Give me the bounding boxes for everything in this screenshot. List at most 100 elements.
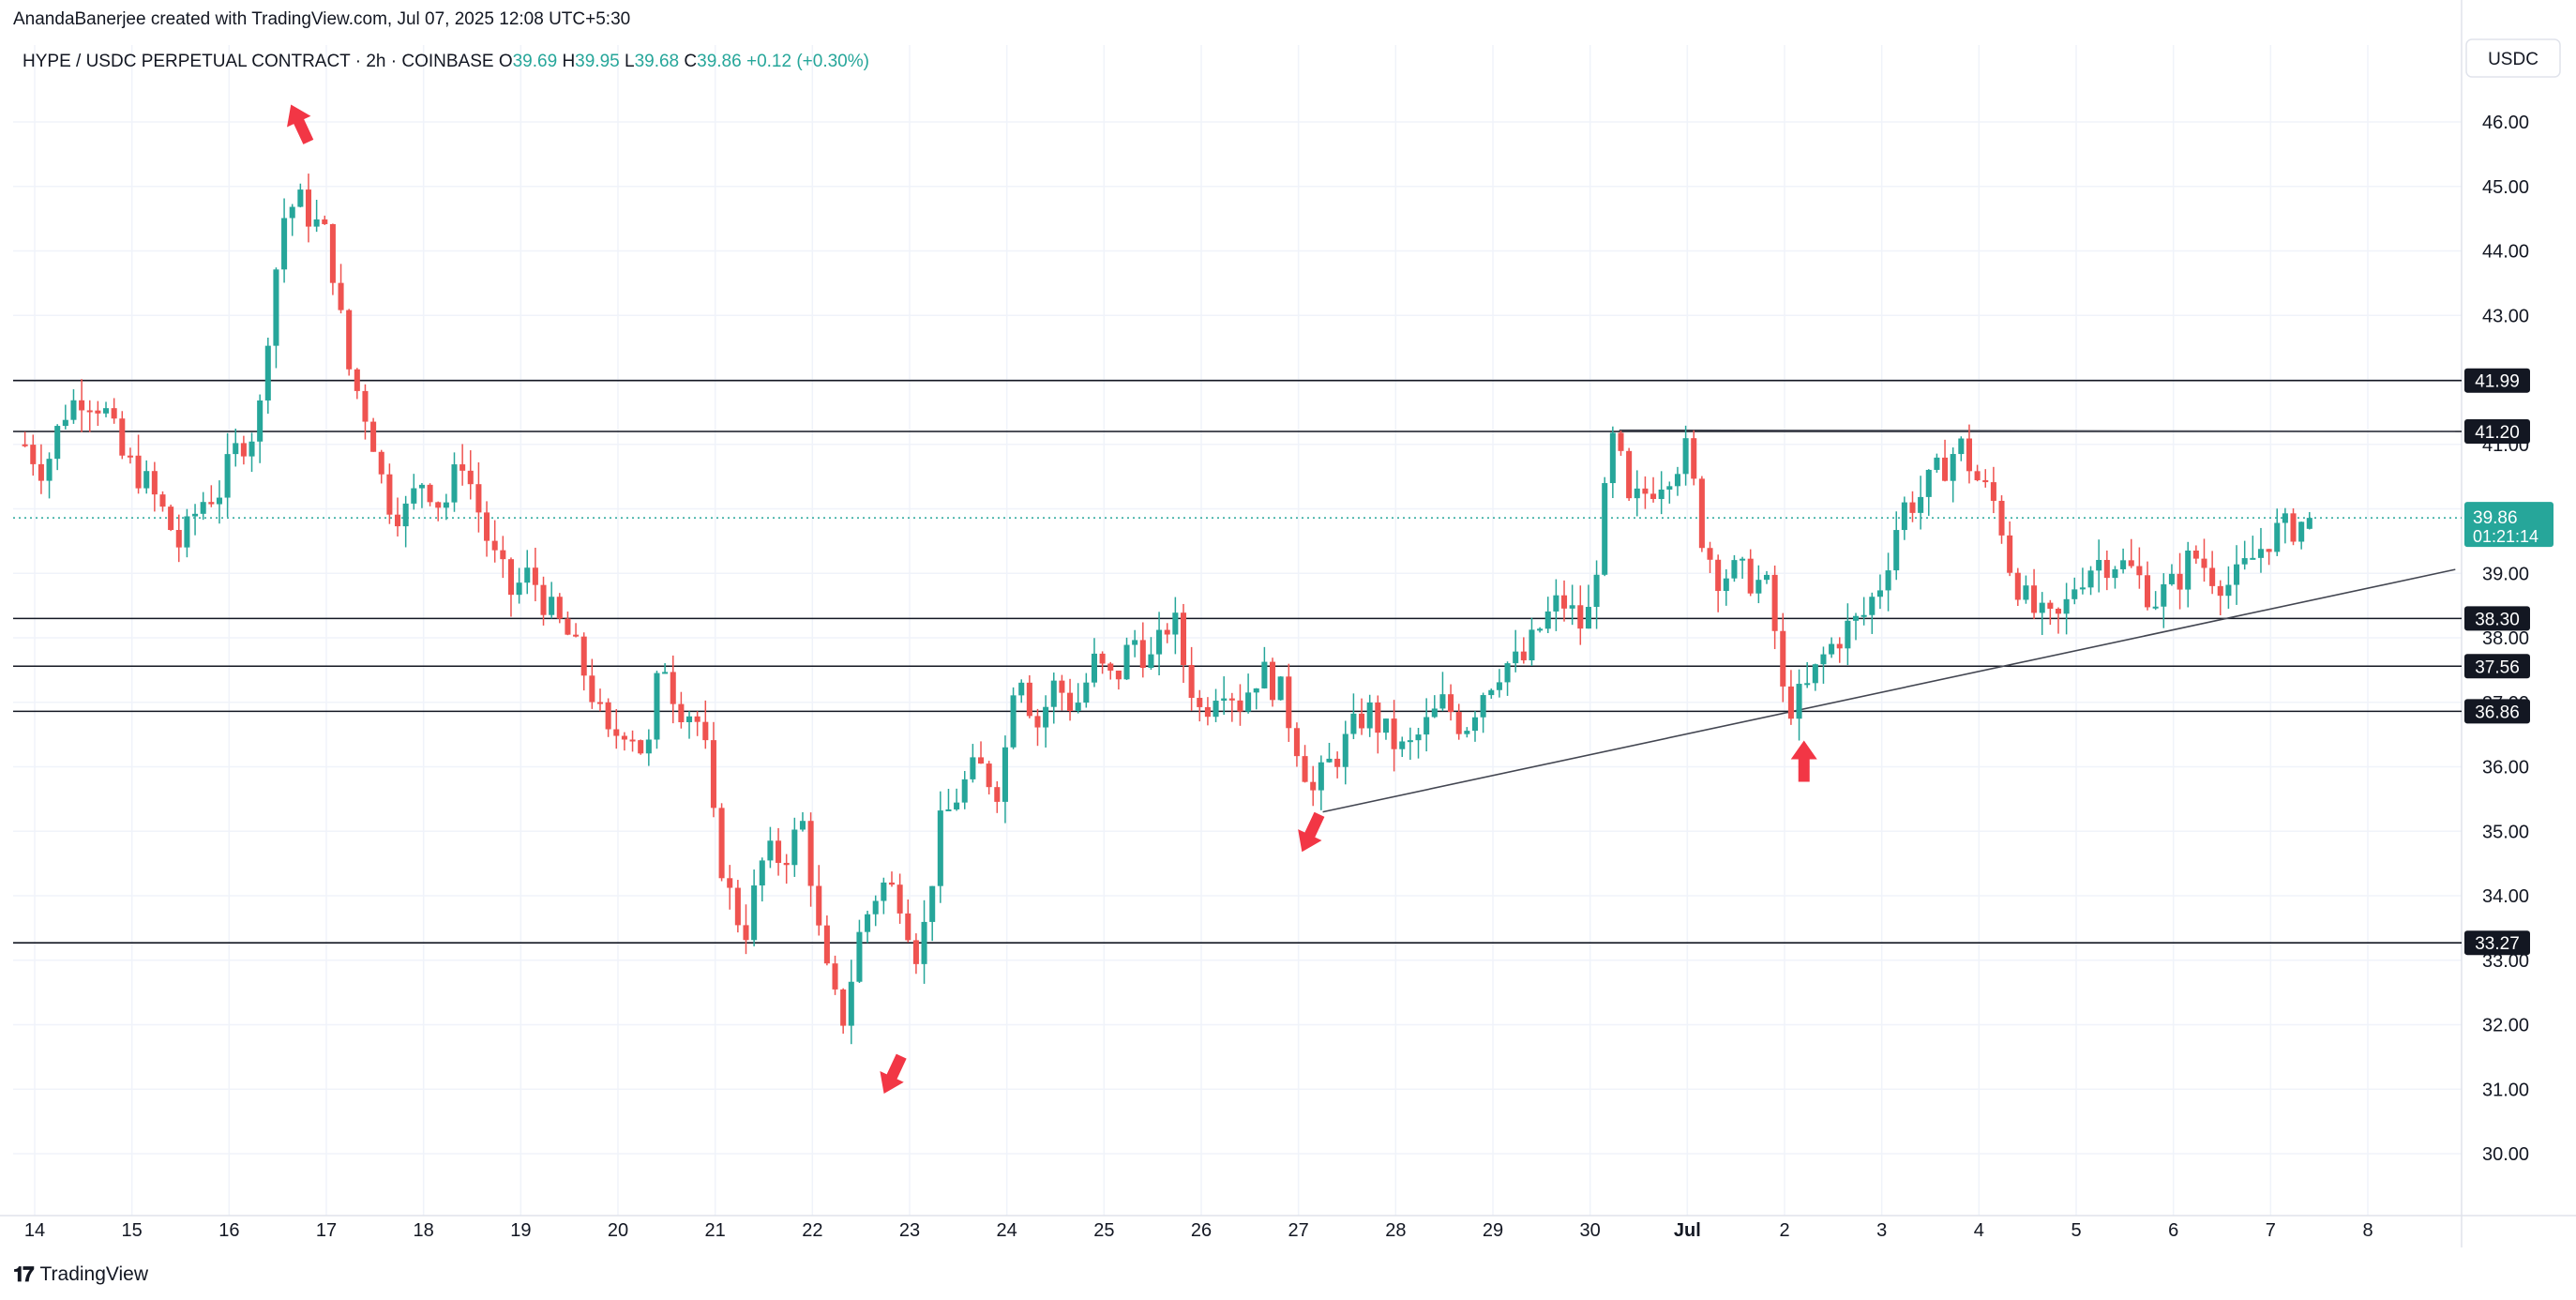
level-badge [2464,699,2530,724]
arrow-marker [287,104,314,144]
candle-body [2234,564,2240,585]
candle-body [1431,708,1438,718]
candle-body [645,739,652,754]
candle-body [2007,535,2013,573]
candle-body [961,778,968,803]
candle-body [986,763,992,788]
candle-body [1439,694,1446,709]
candle-body [418,484,425,489]
candle-body [994,787,1001,802]
candle-body [62,419,68,427]
candle-body [662,672,669,674]
tradingview-logo[interactable]: 𝟏𝟕 TradingView [13,1262,148,1287]
candle-body [2112,568,2118,579]
arrow-marker [1790,740,1817,782]
candle-body [1471,717,1479,732]
candle-body [1634,488,1640,499]
candle-body [1099,653,1106,664]
y-axis[interactable]: 30.0031.0032.0033.0034.0035.0036.0037.00… [2482,113,2529,1165]
candle-body [86,410,93,413]
x-tick-label: 19 [510,1220,531,1241]
candle-body [2152,606,2159,609]
candle-body [727,878,733,888]
candle-body [1164,629,1170,635]
candle-body [888,882,896,885]
candle-body [2168,573,2175,584]
candle-body [540,584,547,615]
ohlc-key: C [684,52,697,71]
y-tick-label: 44.00 [2482,242,2529,263]
level-badge-label: 38.30 [2475,610,2520,629]
candle-body [799,821,806,830]
candle-body [159,494,166,507]
candle-body [1820,654,1827,665]
candle-body [370,421,377,452]
trendline [1322,568,2456,813]
x-tick-label: 28 [1385,1220,1406,1241]
currency-label: USDC [2488,50,2538,69]
arrow-icon [1298,811,1325,853]
candle-body [1513,651,1519,664]
candle-body [1569,605,1575,609]
tradingview-logo-icon: 𝟏𝟕 [13,1262,35,1286]
candle-body [1544,611,1551,629]
candle-body [329,223,336,283]
candle-body [621,735,627,740]
level-badge-label: 37.56 [2475,658,2520,677]
candle-body [2241,558,2248,565]
candle-body [30,445,37,464]
candle-body [1002,747,1008,802]
candle-body [338,282,344,310]
x-tick-label: 22 [802,1220,822,1241]
candle-body [718,808,725,879]
candle-body [281,218,288,270]
x-tick-label: 23 [899,1220,920,1241]
candle-body [119,418,126,456]
candle-body [865,914,871,932]
candle-body [168,506,174,531]
candle-body [394,514,401,527]
candle-body [573,634,580,637]
ohlc-key: L [625,52,635,71]
candle-body [1399,741,1406,749]
candle-body [1666,486,1673,490]
ohlc-value: 39.68 [635,52,685,71]
candle-body [1139,640,1146,669]
candle-body [1382,718,1389,733]
candle-body [912,940,919,964]
candle-body [977,757,985,764]
x-tick-label: 4 [1974,1220,1984,1241]
candle-body [402,503,409,527]
candle-body [1083,682,1090,703]
x-axis[interactable]: 14 15 16 17 18 19 20 21 22 23 24 25 26 27 28 29 30 Jul 2 3 4… [24,1220,2373,1241]
candle-body [1043,706,1049,728]
candle-body [1593,574,1600,608]
currency-button[interactable]: USDC [2465,38,2561,78]
candle-body [678,703,685,722]
candle-body [1480,695,1486,718]
candle-body [605,702,611,730]
candle-body [1852,615,1860,621]
candle-body [1747,558,1754,594]
arrows [287,104,1817,1095]
candle-body [1156,629,1163,655]
candle-body [1626,450,1633,499]
candle-body [1829,643,1835,655]
candle-body [2136,566,2143,576]
candle-body [2177,573,2183,590]
trendlines [1322,429,2456,813]
candle-body [1026,682,1032,717]
x-tick-label: Jul [1674,1220,1701,1241]
candle-body [1966,438,1972,472]
candle-body [1901,502,1907,531]
candle-body [1366,702,1373,729]
candle-body [289,206,295,219]
candles [22,174,2312,1045]
candle-body [2306,518,2312,529]
candle-body [491,540,498,551]
candle-body [346,310,353,370]
candle-body [1213,701,1219,718]
candle-body [264,345,271,401]
candle-body [596,702,604,704]
